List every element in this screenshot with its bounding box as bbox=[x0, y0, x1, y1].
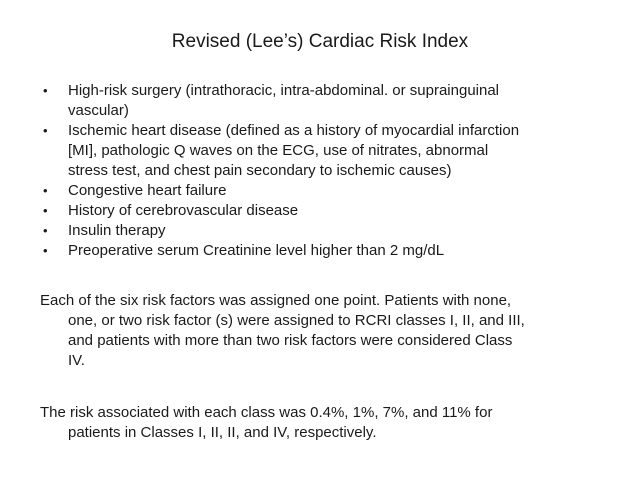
bullet-text-line: [MI], pathologic Q waves on the ECG, use… bbox=[68, 142, 489, 159]
bullet-text-line: Congestive heart failure bbox=[68, 182, 227, 199]
bullet-text-line: Ischemic heart disease (defined as a his… bbox=[68, 122, 520, 139]
bullet-item-insulin-therapy: • Insulin therapy bbox=[40, 221, 600, 241]
bullet-marker: • bbox=[43, 243, 48, 258]
paragraph-text-line: one, or two risk factor (s) were assigne… bbox=[68, 312, 525, 329]
bullet-text-line: History of cerebrovascular disease bbox=[68, 202, 299, 219]
paragraph-scoring-explanation: Each of the six risk factors was assigne… bbox=[40, 291, 600, 371]
bullet-text-line: stress test, and chest pain secondary to… bbox=[68, 162, 452, 179]
bullet-marker: • bbox=[43, 223, 48, 238]
bullet-item-cerebrovascular-disease: • History of cerebrovascular disease bbox=[40, 201, 600, 221]
paragraph-text-line: and patients with more than two risk fac… bbox=[68, 332, 513, 349]
bullet-marker: • bbox=[43, 203, 48, 218]
bullet-marker: • bbox=[43, 123, 48, 138]
bullet-marker: • bbox=[43, 83, 48, 98]
slide-title: Revised (Lee’s) Cardiac Risk Index bbox=[171, 31, 469, 52]
bullet-text-line: High-risk surgery (intrathoracic, intra-… bbox=[68, 82, 500, 99]
paragraph-text-line: The risk associated with each class was … bbox=[40, 404, 493, 421]
bullet-item-congestive-heart-failure: • Congestive heart failure bbox=[40, 181, 600, 201]
paragraph-text-line: patients in Classes I, II, II, and IV, r… bbox=[68, 424, 377, 441]
bullet-item-high-risk-surgery: • High-risk surgery (intrathoracic, intr… bbox=[40, 81, 600, 121]
bullet-item-ischemic-heart-disease: • Ischemic heart disease (defined as a h… bbox=[40, 121, 600, 181]
bullet-marker: • bbox=[43, 183, 48, 198]
bullet-text-line: Preoperative serum Creatinine level high… bbox=[68, 242, 445, 259]
bullet-text-line: vascular) bbox=[68, 102, 129, 119]
bullet-item-serum-creatinine: • Preoperative serum Creatinine level hi… bbox=[40, 241, 600, 261]
bullet-text-line: Insulin therapy bbox=[68, 222, 166, 239]
paragraph-class-risk-percentages: The risk associated with each class was … bbox=[40, 403, 600, 443]
paragraph-text-line: IV. bbox=[68, 352, 85, 369]
paragraph-text-line: Each of the six risk factors was assigne… bbox=[40, 292, 512, 309]
risk-factor-bullet-list: • High-risk surgery (intrathoracic, intr… bbox=[40, 81, 600, 261]
